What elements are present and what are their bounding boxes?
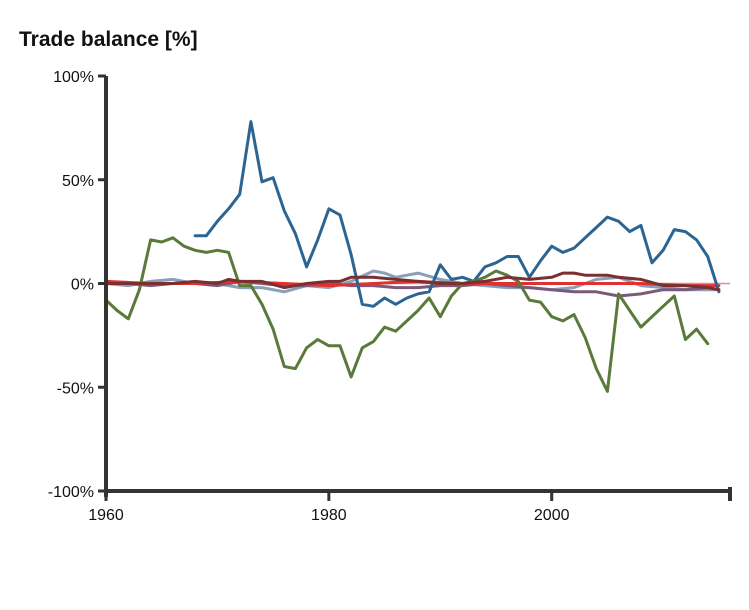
- y-tick-label: -50%: [57, 380, 94, 397]
- x-tick-label: 1980: [311, 507, 347, 524]
- x-tick-label: 1960: [88, 507, 124, 524]
- tick-labels: 100% 50% 0% -50% -100% 1960 1980 2000: [48, 69, 570, 524]
- chart-title: Trade balance [%]: [19, 28, 198, 51]
- axes-layer: [98, 74, 732, 501]
- y-tick-label: 100%: [53, 69, 94, 86]
- y-tick-label: -100%: [48, 484, 94, 501]
- series-line-6: [104, 271, 721, 292]
- series-line-5: [104, 236, 710, 393]
- x-tick-label: 2000: [534, 507, 570, 524]
- series-line-2: [104, 279, 721, 298]
- series-line-4: [193, 120, 721, 308]
- y-tick-label: 0%: [71, 277, 94, 294]
- y-tick-label: 50%: [62, 173, 94, 190]
- series-layer: [104, 120, 730, 393]
